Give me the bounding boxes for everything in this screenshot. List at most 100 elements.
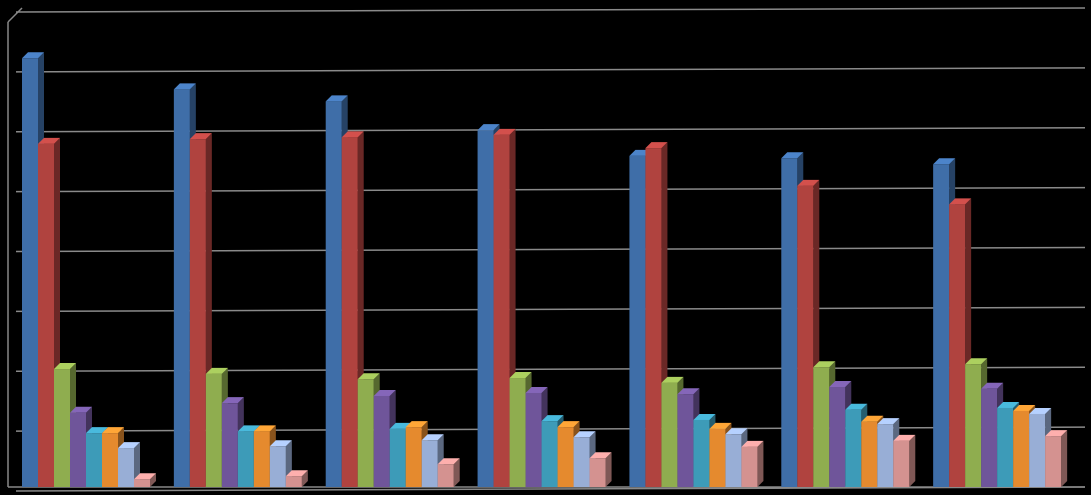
bar-front [709,428,726,487]
bar-top [22,52,44,59]
bar-top [933,158,956,165]
bar-top [173,83,196,90]
bar-front [829,387,846,487]
bar-front [965,364,982,487]
bar-front [725,434,742,487]
bar-top [86,427,108,434]
bar-front [70,412,86,487]
bar-front [189,139,206,487]
bar-top [677,388,700,395]
bar [589,452,612,487]
bar-top [741,440,764,447]
bar [285,470,308,487]
bar-top [693,413,716,420]
bar-top [645,142,668,149]
bar [1045,430,1068,487]
bar-top [781,152,804,159]
bar-top [221,397,244,404]
bar-top [525,386,548,393]
bar-front [1045,436,1062,487]
bar-front [405,427,422,487]
bar-front [557,427,574,487]
bar-top [949,198,972,205]
bar-top [1029,407,1052,414]
bar-front [389,428,406,487]
bar-front [357,379,374,487]
bar-top [845,403,868,410]
bar-front [525,392,542,487]
bar-front [949,204,966,487]
bar-front [237,431,254,487]
bar-top [237,425,260,432]
bar-front [285,476,302,487]
bar-top [1013,404,1036,411]
bar-top [573,431,596,438]
bar-front [253,431,270,487]
bar-top [509,372,532,379]
bar-front [509,378,526,487]
bar-front [997,407,1014,487]
bar-front [797,185,814,488]
bar-front [933,164,950,487]
bar-top [189,133,212,140]
bar-top [557,421,580,428]
bar [437,458,460,487]
bar-top [357,373,380,380]
bar-top [709,422,732,429]
bar-top [205,367,228,374]
bar-front [437,464,454,487]
grid-line [15,486,1086,492]
bar-top [373,389,396,396]
bar [741,440,764,487]
bar-front [22,58,38,488]
bar [893,434,916,487]
bar [134,473,156,487]
bar-top [493,128,516,135]
bar-front [813,367,830,487]
bar-front [741,446,758,487]
bar-front [86,433,102,487]
bar-top [1045,430,1068,437]
bar-front [54,369,70,487]
bar-top [477,124,500,131]
bar-side [757,440,764,487]
bar-side [301,470,308,487]
bar-front [477,130,494,487]
grid-line [15,67,1086,73]
bar-front [102,433,118,487]
bar-front [645,148,662,488]
bar-front [134,479,150,487]
bar-top [829,381,852,388]
bar-front [981,388,998,487]
bar-top [797,179,820,186]
bar-top [285,470,308,477]
bar-side [1061,430,1068,487]
bar-front [325,101,342,487]
bar-top [437,458,460,465]
grid-line [15,7,1086,13]
bar-side [150,473,156,487]
bar-side [605,452,612,487]
bar-front [861,421,878,487]
bar-front [693,419,710,487]
bar-front [589,458,606,487]
bar-top [102,427,124,434]
bar-top [661,376,684,383]
bar [118,442,140,487]
bar-top [997,401,1020,408]
bar-front [845,409,862,487]
bar-top [341,131,364,138]
bar-top [134,473,156,480]
bar-front [541,421,558,487]
bar-front [269,446,286,487]
bar-top [981,382,1004,389]
bar-top [118,442,140,449]
bar-front [118,448,134,487]
bar-top [253,425,276,432]
bar-top [325,95,348,102]
bar-top [589,452,612,459]
bar-side [909,434,916,487]
bar-top [893,434,916,441]
axis-wall [7,7,23,23]
